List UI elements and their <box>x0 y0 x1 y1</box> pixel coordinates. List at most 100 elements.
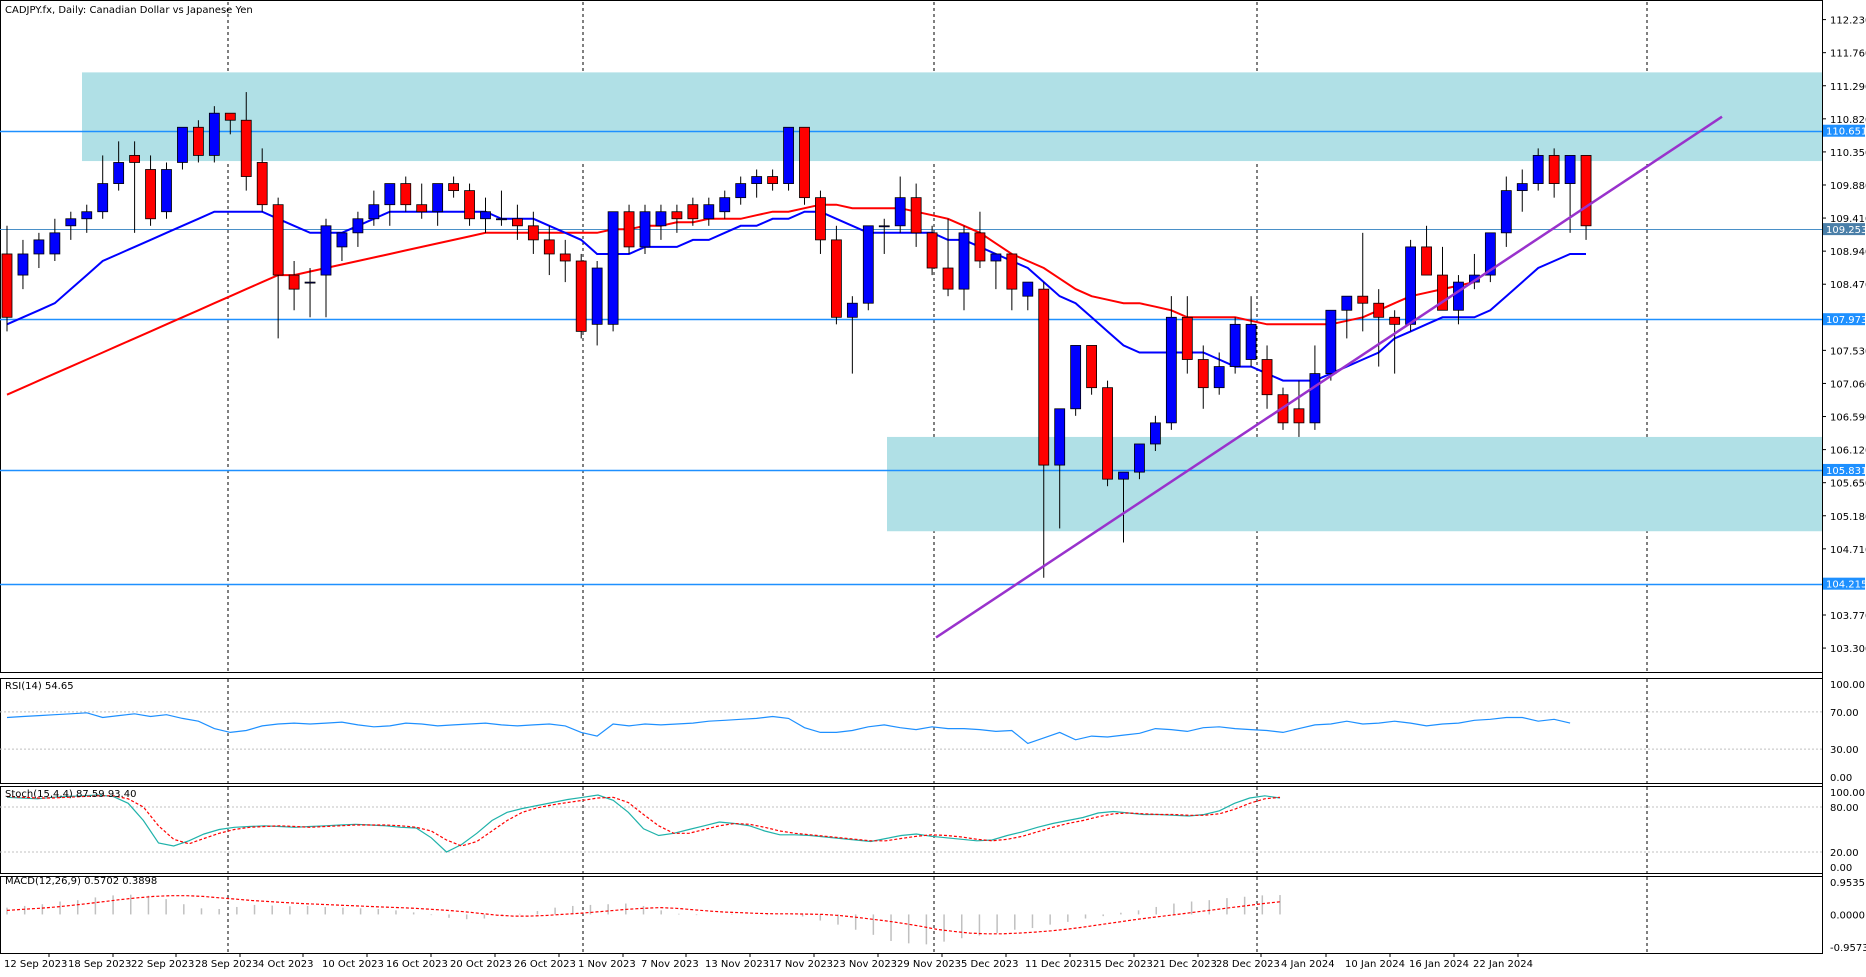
candle-body <box>33 239 45 255</box>
candle-body <box>1245 323 1257 360</box>
price-tag-label: 104.215 <box>1826 580 1866 591</box>
price-axis-label: 109.410 <box>1830 214 1866 225</box>
candle-body <box>1341 295 1353 311</box>
time-axis-label: 4 Oct 2023 <box>258 959 313 970</box>
candle-body <box>288 274 300 290</box>
candle-body <box>1500 190 1512 234</box>
time-axis-label: 13 Nov 2023 <box>705 959 769 970</box>
candle-body <box>1197 359 1209 389</box>
candle-body <box>703 204 715 220</box>
trendline <box>935 115 1723 639</box>
candle-body <box>192 126 204 156</box>
price-axis-label: 105.180 <box>1830 512 1866 523</box>
candle-body <box>464 190 475 220</box>
stoch-axis-label: 100.00 <box>1830 788 1865 799</box>
candle-body <box>1357 295 1369 304</box>
macd-axis-label: 0.0000 <box>1830 910 1865 921</box>
candle-body <box>1006 253 1018 290</box>
candle-body <box>575 260 587 332</box>
price-tag-box <box>1823 313 1865 326</box>
candle-body <box>926 232 938 269</box>
time-axis-label: 29 Nov 2023 <box>897 959 961 970</box>
candle-body <box>751 176 763 184</box>
candle-body <box>320 225 332 276</box>
candle-body <box>1437 274 1448 311</box>
stoch-label: Stoch(15,4,4) 87.59 93.40 <box>5 789 136 800</box>
ma-fast-line <box>6 210 1586 382</box>
vertical-grid <box>227 2 1648 953</box>
time-axis-label: 5 Dec 2023 <box>961 959 1019 970</box>
time-axis-label: 7 Nov 2023 <box>641 959 699 970</box>
candle-body <box>272 204 284 276</box>
price-tag-label: 109.253 <box>1826 225 1866 236</box>
candle-body <box>559 253 571 262</box>
price-zones <box>82 72 1822 532</box>
candle-body <box>1054 408 1066 466</box>
candle-body <box>208 112 220 156</box>
price-axis-label: 108.470 <box>1830 280 1866 291</box>
trendline-group[interactable] <box>935 115 1723 639</box>
time-axis-label: 26 Oct 2023 <box>514 959 576 970</box>
candle-body <box>49 232 61 255</box>
time-axis-label: 18 Sep 2023 <box>68 959 131 970</box>
candle-body <box>719 197 731 213</box>
time-axis-label: 1 Nov 2023 <box>578 959 636 970</box>
candle-body <box>1405 246 1416 325</box>
candle-body <box>129 155 141 163</box>
price-axis-label: 106.590 <box>1830 413 1866 424</box>
candle-body <box>1150 422 1161 445</box>
candle-body <box>894 197 906 227</box>
price-tag-label: 107.973 <box>1826 315 1866 326</box>
candle-body <box>336 232 348 248</box>
price-axis-label: 111.760 <box>1830 49 1866 60</box>
stoch-axis-label: 20.00 <box>1830 848 1859 859</box>
price-axis-label: 112.230 <box>1830 16 1866 27</box>
candle-body <box>1421 246 1432 276</box>
ma-slow-line <box>6 203 1475 396</box>
price-axis-label: 110.350 <box>1830 148 1866 159</box>
candle-body <box>177 126 188 163</box>
price-tag-box <box>1823 223 1865 236</box>
price-axis-label: 107.060 <box>1830 379 1866 390</box>
candle-body <box>1022 281 1034 297</box>
time-axis-label: 22 Jan 2024 <box>1473 959 1533 970</box>
candle-body <box>368 204 380 220</box>
candle-body <box>974 232 986 262</box>
candle-body <box>815 197 826 241</box>
price-zone <box>82 72 1822 162</box>
candle-body <box>831 239 842 318</box>
stoch-main-line <box>6 794 1281 853</box>
candle-body <box>958 232 970 290</box>
candle-body <box>846 302 858 318</box>
panel-frames <box>0 0 1823 954</box>
price-axis: 112.230 111.760 111.290 110.820 110.350 109.8… <box>1822 16 1866 655</box>
time-axis-label: 28 Dec 2023 <box>1216 959 1280 970</box>
rsi-axis-label: 70.00 <box>1830 708 1859 719</box>
candle-body <box>17 253 29 276</box>
price-axis-label: 103.770 <box>1830 611 1866 622</box>
price-tag-label: 105.831 <box>1826 466 1866 477</box>
candle-body <box>543 239 555 255</box>
candles <box>1 92 1592 578</box>
price-tag-box <box>1823 124 1865 137</box>
time-axis-label: 15 Dec 2023 <box>1089 959 1153 970</box>
rsi-line <box>6 712 1571 745</box>
price-axis-label: 106.120 <box>1830 446 1866 457</box>
candle-body <box>910 197 922 234</box>
candle-body <box>224 112 236 121</box>
candle-body <box>113 162 125 184</box>
price-tag-box <box>1823 463 1865 476</box>
candle-body <box>655 211 667 227</box>
candle-body <box>1532 155 1544 184</box>
time-axis-label: 10 Oct 2023 <box>322 959 384 970</box>
price-axis-label: 104.710 <box>1830 545 1866 556</box>
price-axis-label: 111.290 <box>1830 82 1866 93</box>
price-axis-label: 108.940 <box>1830 247 1866 258</box>
indicator-frame-1 <box>0 786 1823 874</box>
candle-body <box>240 119 252 177</box>
rsi-axis-label: 100.00 <box>1830 680 1865 691</box>
rsi-axis-label: 0.00 <box>1830 773 1852 784</box>
stoch-axis-label: 80.00 <box>1830 803 1859 814</box>
